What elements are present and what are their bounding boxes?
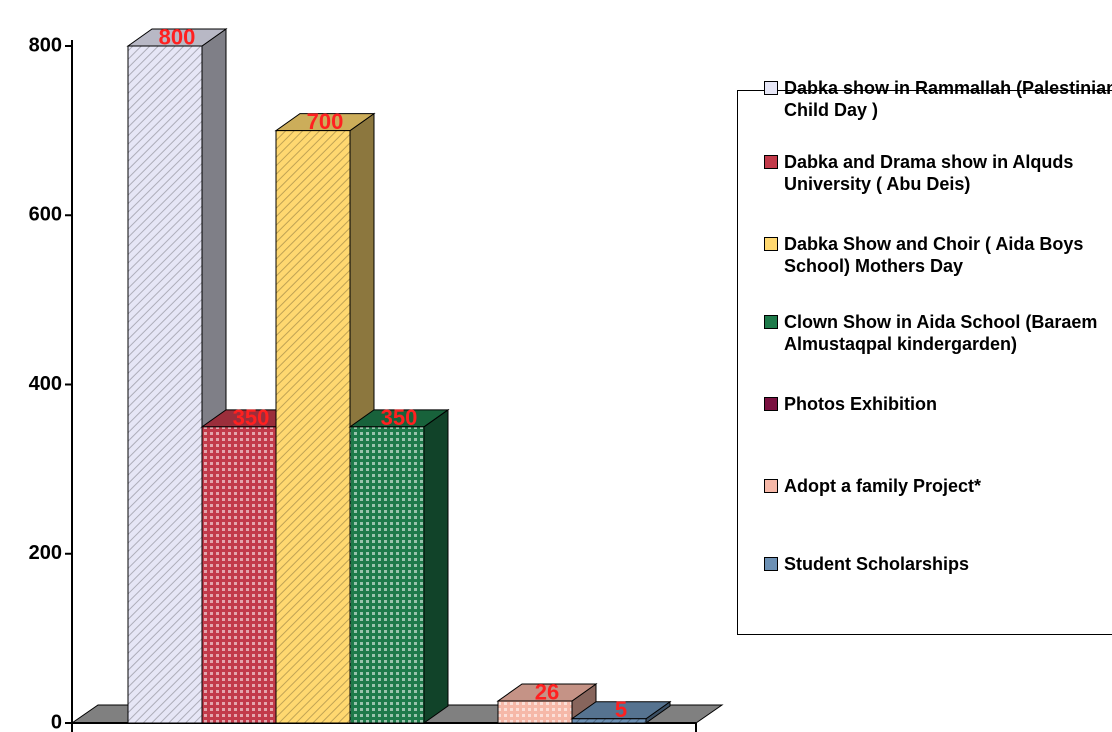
legend: Dabka show in Rammallah (Palestinian Chi… [737,78,1112,635]
y-tick-label: 200 [29,542,62,564]
y-tick-label: 600 [29,204,62,226]
legend-label: Adopt a family Project* [784,476,982,496]
bar [275,130,351,724]
legend-item: Adopt a family Project* [762,475,1112,497]
y-tick-label: 400 [29,373,62,395]
legend-swatch [764,315,778,329]
legend-label: Dabka and Drama show in Alquds Universit… [784,152,1074,194]
y-tick-label: 800 [29,34,62,56]
legend-label: Dabka show in Rammallah (Palestinian Chi… [784,78,1112,120]
bar [127,45,203,724]
value-label: 800 [159,24,196,49]
legend-item: Student Scholarships [762,553,1112,575]
legend-swatch [764,81,778,95]
legend-label: Clown Show in Aida School (Baraem Almust… [784,312,1098,354]
y-tick-label: 0 [51,711,62,732]
legend-item: Dabka and Drama show in Alquds Universit… [762,151,1112,195]
legend-item: Clown Show in Aida School (Baraem Almust… [762,311,1112,355]
value-label: 5 [615,697,627,722]
legend-label: Dabka Show and Choir ( Aida Boys School)… [784,234,1084,276]
legend-swatch [764,397,778,411]
legend-item: Dabka Show and Choir ( Aida Boys School)… [762,233,1112,277]
bar [349,426,425,724]
legend-item: Photos Exhibition [762,393,1112,415]
legend-swatch [764,479,778,493]
bar [201,426,277,724]
bar [497,700,573,724]
value-label: 26 [535,679,559,704]
legend-swatch [764,237,778,251]
legend-swatch [764,155,778,169]
legend-label: Student Scholarships [784,554,970,574]
bar [571,718,647,724]
value-label: 350 [381,405,418,430]
value-label: 700 [307,109,344,134]
legend-swatch [764,557,778,571]
value-label: 350 [233,405,270,430]
bar-side [423,408,449,724]
legend-item: Dabka show in Rammallah (Palestinian Chi… [762,77,1112,121]
legend-label: Photos Exhibition [784,394,937,414]
